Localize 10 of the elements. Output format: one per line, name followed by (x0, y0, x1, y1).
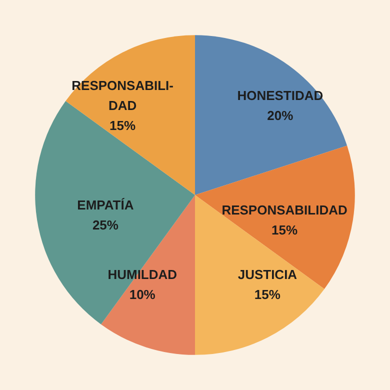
data-label: 20% (267, 108, 294, 123)
data-label: 25% (92, 217, 119, 232)
slice-label: EMPATÍA (77, 197, 134, 212)
slice-label: RESPONSABILIDAD (222, 202, 348, 218)
slice-label: HONESTIDAD (237, 88, 324, 103)
data-label: 15% (272, 222, 298, 238)
data-label: 15% (110, 118, 136, 133)
slice-label: JUSTICIA (238, 267, 298, 282)
data-label: 10% (129, 287, 156, 302)
data-label: 15% (254, 287, 281, 302)
